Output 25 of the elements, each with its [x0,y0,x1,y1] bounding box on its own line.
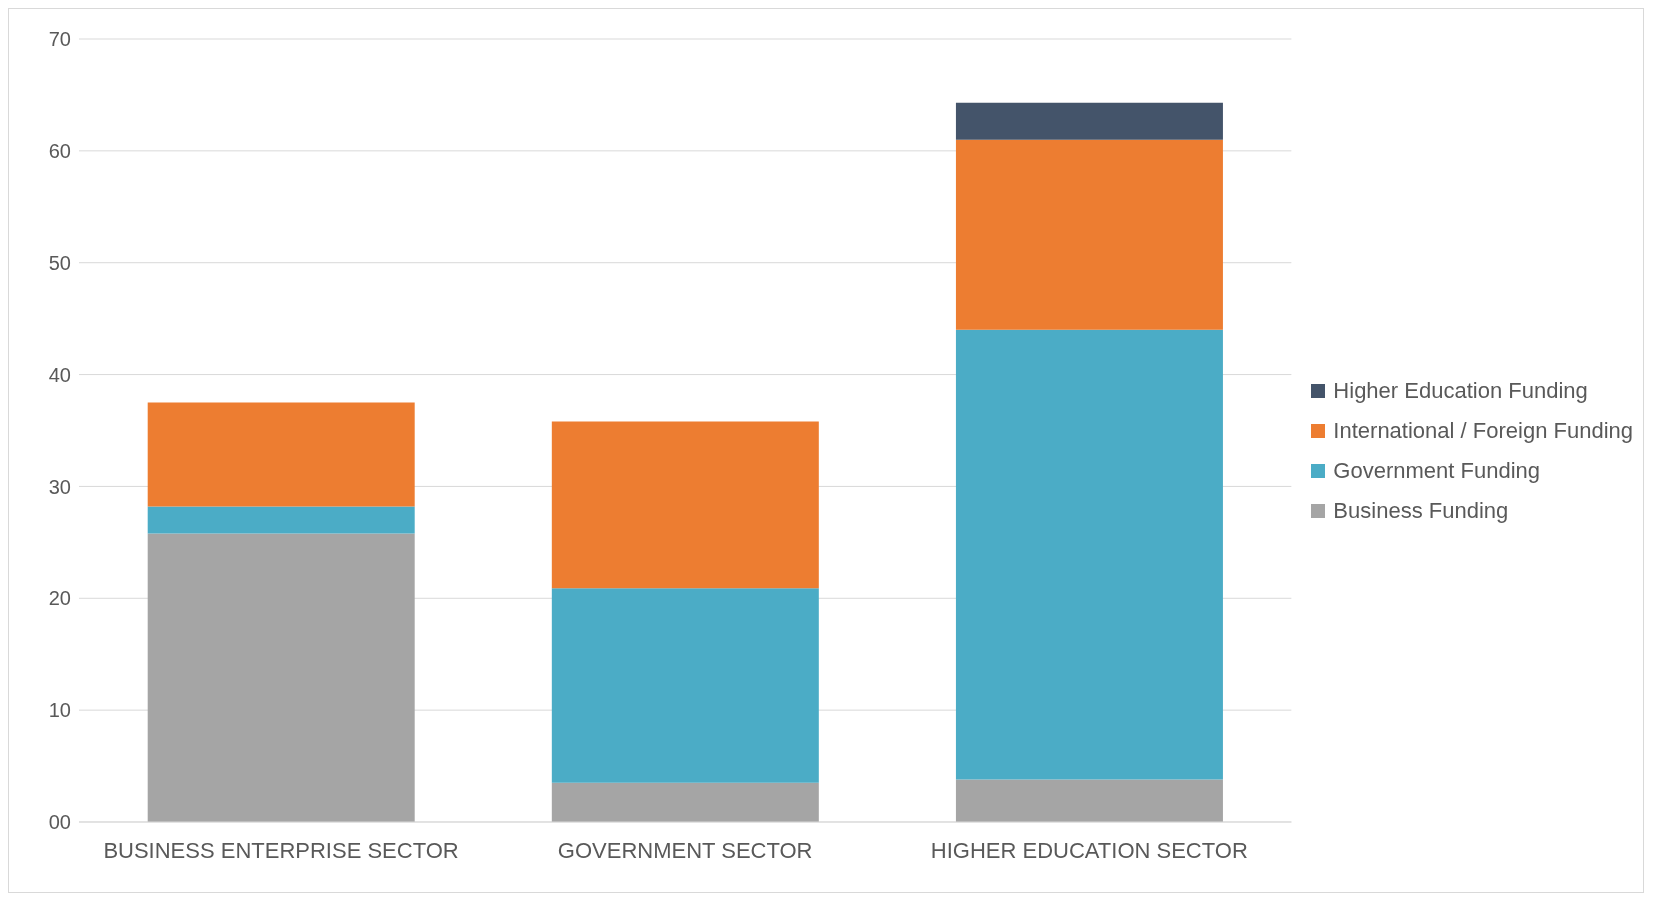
bar [551,782,819,822]
bar [147,506,415,534]
y-tick-label: 60 [48,139,71,162]
y-tick-label: 20 [48,587,71,610]
x-tick-label: GOVERNMENT SECTOR [557,837,813,863]
bar [955,139,1223,330]
bar [955,102,1223,140]
y-tick-label: 50 [48,251,71,274]
bar [551,588,819,783]
x-tick-label: HIGHER EDUCATION SECTOR [930,837,1248,863]
legend-label: International / Foreign Funding [1333,417,1633,444]
bar [147,402,415,507]
bar [551,421,819,589]
y-tick-label: 40 [48,363,71,386]
x-tick-label: BUSINESS ENTERPRISE SECTOR [103,837,459,863]
legend-label: Government Funding [1333,457,1541,484]
bar [147,533,415,822]
bar [955,329,1223,780]
y-tick-label: 00 [48,811,71,834]
legend-label: Business Funding [1333,497,1509,524]
y-tick-label: 70 [48,28,71,51]
bar [955,779,1223,822]
legend-label: Higher Education Funding [1333,377,1588,404]
y-tick-label: 30 [48,475,71,498]
y-tick-label: 10 [48,699,71,722]
